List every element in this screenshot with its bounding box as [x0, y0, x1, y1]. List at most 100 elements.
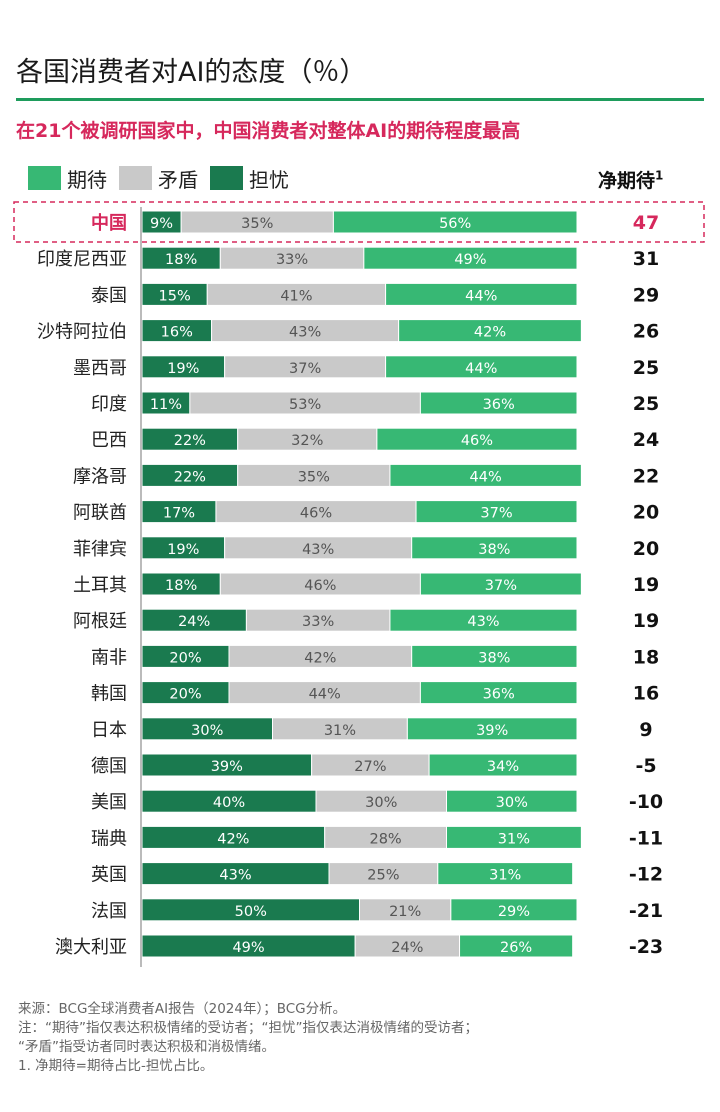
data-label: 37% [480, 506, 512, 522]
data-label: 26% [500, 940, 532, 956]
net-expectation-header: 净期待1 [598, 166, 663, 193]
category-label: 巴西 [91, 430, 127, 451]
data-label: 17% [163, 506, 195, 522]
category-label: 泰国 [91, 285, 127, 306]
category-label: 沙特阿拉伯 [37, 322, 127, 343]
net-expectation-value: -10 [629, 791, 663, 813]
bar-segment [419, 572, 582, 596]
category-label: 澳大利亚 [55, 937, 127, 958]
data-label: 42% [304, 650, 336, 666]
data-label: 30% [365, 795, 397, 811]
data-label: 34% [487, 759, 519, 775]
data-label: 35% [298, 469, 330, 485]
category-label: 日本 [91, 720, 127, 741]
bar-segment [415, 500, 578, 524]
net-expectation-value: 19 [633, 610, 659, 632]
category-label: 菲律宾 [73, 539, 127, 560]
data-label: 36% [483, 397, 515, 413]
highlight-box [13, 201, 705, 243]
legend-swatch-concern [210, 166, 243, 190]
bar-segment [446, 789, 578, 813]
bar-segment [389, 463, 582, 487]
net-expectation-value: 24 [633, 429, 659, 451]
data-label: 39% [476, 723, 508, 739]
data-label: 20% [169, 650, 201, 666]
data-label: 43% [219, 868, 251, 884]
data-label: 46% [300, 506, 332, 522]
category-label: 阿联酋 [73, 503, 127, 524]
bar-segment [385, 355, 578, 379]
category-label: 法国 [91, 901, 127, 922]
net-expectation-value: 25 [633, 357, 659, 379]
data-label: 43% [467, 614, 499, 630]
bar-segment [419, 681, 578, 705]
data-label: 56% [439, 216, 471, 232]
net-expectation-value: -23 [629, 936, 663, 958]
data-label: 50% [235, 904, 267, 920]
net-expectation-value: 9 [639, 719, 652, 741]
category-label: 美国 [91, 792, 127, 813]
legend-item-expect: 期待 [28, 164, 107, 193]
data-label: 42% [217, 831, 249, 847]
bar-segment [363, 246, 578, 270]
data-label: 16% [161, 325, 193, 341]
data-label: 31% [489, 868, 521, 884]
category-label: 南非 [91, 647, 127, 668]
bar-segment [385, 282, 578, 306]
data-label: 22% [174, 469, 206, 485]
data-label: 18% [165, 252, 197, 268]
data-label: 15% [159, 288, 191, 304]
data-label: 33% [276, 252, 308, 268]
data-label: 43% [289, 325, 321, 341]
data-label: 25% [367, 868, 399, 884]
title-divider [16, 98, 704, 101]
category-label: 阿根廷 [73, 611, 127, 632]
net-expectation-value: 29 [633, 284, 659, 306]
net-expectation-value: -21 [629, 900, 663, 922]
chart-subtitle: 在21个被调研国家中，中国消费者对整体AI的期待程度最高 [16, 120, 521, 142]
bar-segment [398, 319, 582, 343]
net-expectation-value: 20 [633, 538, 659, 560]
data-label: 44% [465, 288, 497, 304]
net-expectation-value: 19 [633, 574, 659, 596]
legend: 期待 矛盾 担忧 [28, 164, 301, 193]
chart-title: 各国消费者对AI的态度（％） [16, 57, 367, 88]
net-expectation-value: 31 [633, 248, 659, 270]
legend-item-concern: 担忧 [210, 164, 289, 193]
data-label: 24% [178, 614, 210, 630]
data-label: 30% [496, 795, 528, 811]
data-label: 32% [291, 433, 323, 449]
bar-segment [376, 427, 578, 451]
data-label: 33% [302, 614, 334, 630]
bar-segment [428, 753, 578, 777]
category-label: 瑞典 [91, 828, 127, 849]
data-label: 44% [470, 469, 502, 485]
data-label: 20% [169, 687, 201, 703]
bar-segment [332, 210, 578, 234]
data-label: 22% [174, 433, 206, 449]
category-label: 土耳其 [73, 575, 127, 596]
data-label: 31% [324, 723, 356, 739]
data-label: 37% [289, 361, 321, 377]
net-expectation-value: 47 [633, 212, 659, 234]
data-label: 38% [478, 542, 510, 558]
footnote-note-2: “矛盾”指受访者同时表达积极和消极情绪。 [18, 1039, 275, 1055]
bar-segment [446, 825, 582, 849]
data-label: 28% [369, 831, 401, 847]
data-label: 35% [241, 216, 273, 232]
category-label: 韩国 [91, 684, 127, 705]
category-label: 中国 [91, 212, 127, 234]
legend-swatch-expect [28, 166, 61, 190]
net-expectation-value: 26 [633, 321, 659, 343]
footnote-source: 来源：BCG全球消费者AI报告（2024年）；BCG分析。 [18, 1001, 347, 1017]
data-label: 53% [289, 397, 321, 413]
bar-segment [406, 717, 578, 741]
data-label: 38% [478, 650, 510, 666]
net-expectation-value: 18 [633, 646, 659, 668]
data-label: 18% [165, 578, 197, 594]
data-label: 30% [191, 723, 223, 739]
bar-segment [411, 536, 578, 560]
data-label: 27% [354, 759, 386, 775]
data-label: 46% [304, 578, 336, 594]
